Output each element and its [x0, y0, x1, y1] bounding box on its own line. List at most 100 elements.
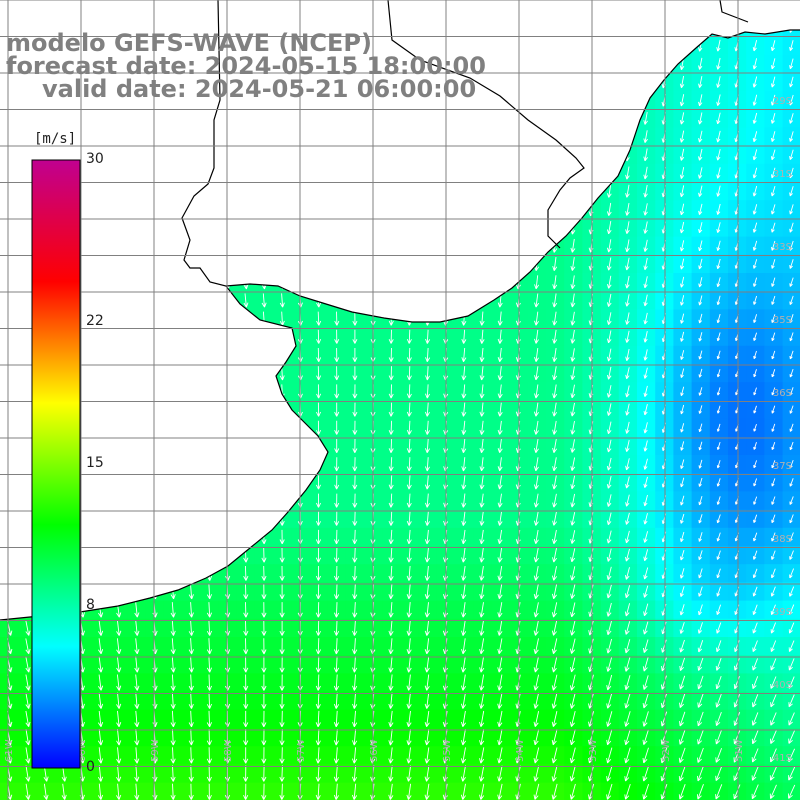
wind-arrow [771, 332, 776, 342]
wind-arrow [388, 783, 394, 800]
wind-arrow [715, 784, 723, 800]
wind-arrow [569, 638, 576, 654]
wind-arrow [624, 639, 631, 654]
wind-arrow [679, 549, 685, 561]
wind-arrow [770, 58, 776, 70]
wind-arrow [752, 586, 758, 597]
wind-arrow [352, 547, 358, 563]
wind-arrow [698, 586, 703, 597]
wind-arrow [352, 438, 358, 454]
wind-arrow [315, 475, 322, 490]
wind-arrow [388, 384, 394, 399]
wind-arrow [643, 239, 648, 252]
latitude-label: 39S [773, 607, 792, 618]
wind-arrow [388, 656, 394, 673]
wind-arrow [570, 548, 576, 563]
wind-arrow [570, 275, 576, 290]
wind-arrow [552, 548, 558, 563]
wind-arrow [334, 457, 340, 472]
wind-arrow [643, 312, 648, 325]
wind-arrow [606, 692, 613, 709]
wind-arrow [406, 457, 412, 472]
wind-arrow [279, 293, 285, 308]
wind-arrow [243, 293, 249, 308]
wind-arrow [279, 529, 285, 545]
wind-arrow [351, 747, 358, 764]
wind-arrow [25, 729, 31, 746]
wind-arrow [98, 620, 104, 636]
wind-arrow [606, 765, 613, 782]
wind-arrow [425, 329, 431, 344]
wind-arrow [678, 784, 686, 800]
wind-arrow [188, 765, 194, 782]
wind-arrow [497, 329, 503, 344]
wind-arrow [642, 657, 649, 672]
wind-arrow [733, 766, 741, 781]
wind-arrow [570, 384, 576, 399]
wind-arrow [698, 332, 703, 342]
wind-arrow [497, 765, 503, 782]
wind-arrow [424, 511, 430, 526]
wind-arrow [570, 512, 576, 526]
wind-arrow [625, 166, 630, 180]
wind-arrow [334, 384, 340, 399]
wind-arrow [479, 566, 485, 581]
wind-arrow [789, 167, 794, 179]
wind-arrow [606, 439, 612, 453]
wind-arrow [679, 675, 686, 690]
wind-arrow [352, 348, 358, 362]
wind-arrow [315, 547, 322, 563]
wind-arrow [680, 404, 685, 415]
wind-arrow [460, 729, 467, 746]
wind-arrow [642, 693, 649, 709]
wind-arrow [134, 602, 140, 618]
wind-arrow [551, 566, 558, 581]
wind-arrow [788, 676, 795, 689]
wind-arrow [698, 76, 703, 88]
wind-arrow [188, 674, 194, 691]
wind-arrow [279, 620, 285, 636]
wind-arrow [698, 568, 703, 579]
wind-arrow [606, 620, 612, 636]
wind-arrow [570, 348, 576, 362]
wind-arrow [533, 457, 539, 472]
wind-arrow [643, 184, 648, 198]
wind-arrow [771, 259, 776, 269]
wind-arrow [771, 423, 776, 432]
wind-arrow [716, 94, 721, 106]
wind-arrow [315, 402, 322, 417]
wind-arrow [789, 240, 794, 251]
wind-arrow [789, 350, 794, 360]
wind-arrow [570, 311, 576, 326]
wind-arrow [97, 783, 104, 800]
wind-arrow [497, 493, 503, 508]
wind-arrow [771, 277, 776, 287]
wind-arrow [698, 514, 703, 524]
wind-arrow [352, 638, 358, 655]
wind-arrow [788, 640, 795, 652]
wind-arrow [352, 529, 358, 545]
wind-arrow [534, 293, 540, 308]
coastline [0, 0, 800, 621]
wind-arrow [243, 656, 249, 673]
wind-arrow [315, 783, 321, 800]
colorbar-tick-label: 22 [86, 313, 104, 330]
wind-arrow [316, 311, 322, 326]
wind-arrow [497, 638, 503, 655]
wind-arrow [534, 366, 539, 381]
wind-arrow [771, 350, 776, 360]
wind-arrow [279, 692, 285, 709]
wind-arrow [697, 657, 704, 671]
wind-arrow [789, 204, 794, 215]
wind-arrow [625, 203, 630, 216]
wind-arrow [770, 149, 776, 161]
wind-arrow [479, 384, 485, 399]
wind-arrow [534, 311, 539, 326]
wind-arrow [715, 748, 723, 763]
wind-arrow [170, 783, 176, 800]
wind-arrow [424, 783, 430, 800]
wind-arrow [424, 765, 430, 782]
wind-arrow [678, 729, 686, 745]
latitude-label: 33S [773, 242, 792, 253]
wind-arrow [698, 277, 703, 288]
